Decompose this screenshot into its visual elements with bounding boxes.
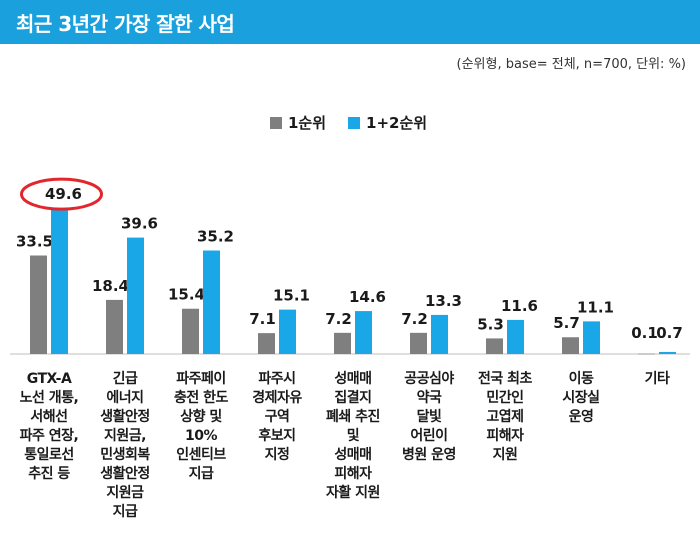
bar-rank1-7 [562,337,579,354]
bar-rank12-0 [51,208,68,354]
legend-item-rank1: 1순위 [270,112,326,133]
bar-rank12-7 [583,321,600,354]
data-label-rank12-0: 49.6 [45,185,82,203]
category-label-2: 파주페이 충전 한도 상향 및 10% 인센티브 지급 [174,371,228,482]
data-label-rank12-3: 15.1 [273,287,310,305]
category-label-5: 공공심야 약국 달빛 어린이 병원 운영 [402,371,456,463]
category-label-8: 기타 [644,371,670,387]
bar-rank1-2 [182,308,199,354]
data-label-rank1-6: 5.3 [477,315,504,333]
category-label-3: 파주시 경제자유 구역 후보지 지정 [252,371,302,463]
data-label-rank1-4: 7.2 [325,310,352,328]
survey-note: (순위형, base= 전체, n=700, 단위: %) [456,57,686,72]
legend-label-rank12: 1+2순위 [366,114,428,132]
data-label-rank12-2: 35.2 [197,228,234,246]
data-label-rank1-0: 33.5 [16,233,53,251]
bar-rank1-6 [486,338,503,354]
highlight-ring [20,177,103,211]
page-title: 최근 3년간 가장 잘한 사업 [16,12,235,36]
data-label-rank12-1: 39.6 [121,215,158,233]
legend-item-rank12: 1+2순위 [348,112,427,133]
category-label-0: GTX-A 노선 개통, 서해선 파주 연장, 통일로선 추진 등 [19,371,79,482]
data-label-rank12-7: 11.1 [577,298,614,316]
legend-label-rank1: 1순위 [288,114,327,132]
data-label-rank1-1: 18.4 [92,277,129,295]
data-label-rank12-4: 14.6 [349,288,386,306]
bar-rank12-1 [127,237,144,354]
data-label-rank12-8: 0.7 [656,324,683,342]
data-label-rank1-5: 7.2 [401,310,428,328]
bar-rank1-5 [410,332,427,354]
bar-rank1-4 [334,332,351,354]
bar-rank1-3 [258,333,275,354]
chart-legend: 1순위 1+2순위 [270,112,427,133]
bar-rank1-0 [30,255,47,354]
bar-rank1-1 [106,299,123,354]
title-bar: 최근 3년간 가장 잘한 사업 [0,0,700,44]
bar-rank12-8 [659,351,676,354]
legend-swatch-rank12 [348,116,361,129]
bar-rank1-8 [638,353,655,355]
bar-rank12-2 [203,250,220,354]
bar-rank12-4 [355,311,372,354]
bar-rank12-5 [431,314,448,354]
category-label-4: 성매매 집결지 폐쇄 추진 및 성매매 피해자 자활 지원 [326,371,380,501]
data-label-rank12-5: 13.3 [425,292,462,310]
legend-swatch-rank1 [270,116,282,129]
category-label-6: 전국 최초 민간인 고엽제 피해자 지원 [478,371,532,463]
data-label-rank1-2: 15.4 [168,286,205,304]
data-label-rank1-3: 7.1 [249,310,276,328]
bar-rank12-3 [279,309,296,354]
data-label-rank12-6: 11.6 [501,297,538,315]
data-label-rank1-8: 0.1 [631,324,658,342]
data-label-rank1-7: 5.7 [553,314,580,332]
bar-rank12-6 [507,319,524,354]
category-label-7: 이동 시장실 운영 [562,371,600,425]
category-label-1: 긴급 에너지 생활안정 지원금, 민생회복 생활안정 지원금 지급 [100,371,150,520]
